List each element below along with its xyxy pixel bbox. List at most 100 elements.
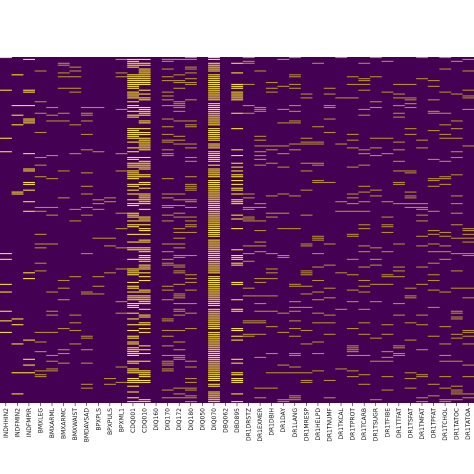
- missing-cell: [289, 195, 301, 197]
- missing-cell: [358, 228, 371, 230]
- missing-cell: [127, 362, 140, 364]
- missing-cell: [265, 195, 278, 197]
- missing-cell: [369, 301, 382, 303]
- missing-cell: [34, 374, 47, 376]
- missing-cell: [0, 331, 12, 333]
- missing-cell: [289, 120, 301, 122]
- missing-cell: [11, 191, 24, 193]
- missing-cell: [277, 372, 290, 374]
- missing-cell: [346, 147, 359, 149]
- missing-cell: [138, 241, 151, 243]
- missing-cell: [254, 203, 267, 205]
- missing-cell: [23, 364, 35, 366]
- missing-cell: [404, 128, 417, 130]
- missing-cell: [462, 95, 474, 97]
- missing-cell: [80, 335, 93, 337]
- missing-cell: [184, 366, 197, 368]
- missing-cell: [231, 262, 244, 264]
- x-tick-label: BMXWAIST: [72, 408, 79, 441]
- missing-cell: [312, 291, 325, 293]
- missing-cell: [138, 70, 151, 72]
- missing-cell: [231, 254, 244, 257]
- missing-cell: [184, 360, 197, 362]
- missing-cell: [277, 254, 290, 257]
- missing-cell: [23, 339, 35, 341]
- missing-cell: [23, 122, 35, 124]
- missing-cell: [173, 80, 186, 82]
- missing-cell: [138, 372, 151, 374]
- missing-cell: [127, 91, 140, 93]
- missing-cell: [127, 128, 140, 130]
- x-tick-label: INDFMPIR: [26, 408, 33, 437]
- missing-cell: [208, 62, 220, 64]
- missing-cell: [46, 178, 59, 180]
- missing-cell: [138, 183, 151, 185]
- missing-cell: [381, 376, 394, 378]
- missing-cell: [127, 247, 140, 249]
- missing-cell: [254, 206, 267, 208]
- missing-cell: [208, 320, 220, 322]
- missing-cell: [231, 62, 244, 64]
- missing-cell: [265, 295, 278, 297]
- missing-cell: [115, 312, 128, 314]
- missing-cell: [173, 310, 186, 312]
- missing-cell: [358, 322, 371, 324]
- missing-cell: [358, 245, 371, 247]
- missing-cell: [289, 328, 301, 330]
- missing-cell: [450, 287, 463, 289]
- missing-cell: [173, 283, 186, 285]
- missing-cell: [427, 80, 440, 82]
- missing-cell: [231, 328, 244, 330]
- missing-cell: [381, 356, 394, 358]
- missing-cell: [369, 137, 382, 139]
- missing-cell: [92, 293, 105, 295]
- heatmap-column-dr1tatoc: [450, 60, 463, 401]
- missing-cell: [450, 212, 463, 214]
- missing-cell: [369, 195, 382, 197]
- missing-cell: [173, 397, 186, 399]
- missing-cell: [254, 108, 267, 110]
- missing-cell: [127, 297, 140, 299]
- missing-cell: [231, 91, 244, 93]
- missing-cell: [208, 87, 220, 89]
- missing-cell: [381, 251, 394, 253]
- heatmap-column-dr1tcarb: [358, 62, 371, 385]
- missing-cell: [323, 379, 336, 381]
- missing-cell: [138, 208, 151, 210]
- missing-cell: [11, 343, 24, 345]
- missing-cell: [231, 378, 244, 380]
- missing-cell: [450, 174, 463, 176]
- missing-cell: [80, 253, 93, 255]
- missing-cell: [173, 349, 186, 351]
- missing-cell: [439, 387, 452, 389]
- missing-cell: [208, 341, 220, 343]
- missing-cell: [208, 199, 220, 201]
- missing-cell: [69, 208, 82, 210]
- missing-cell: [231, 183, 244, 185]
- missing-cell: [161, 99, 174, 101]
- missing-cell: [208, 170, 220, 172]
- missing-cell: [173, 387, 186, 389]
- missing-cell: [127, 233, 140, 235]
- missing-cell: [57, 76, 70, 78]
- missing-cell: [208, 291, 220, 293]
- missing-cell: [208, 120, 220, 122]
- missing-cell: [127, 368, 140, 370]
- missing-cell: [231, 228, 244, 230]
- missing-cell: [138, 264, 151, 266]
- missing-cell: [208, 378, 220, 380]
- missing-cell: [138, 160, 151, 162]
- missing-cell: [358, 191, 371, 193]
- missing-cell: [173, 293, 186, 295]
- missing-cell: [173, 110, 186, 112]
- missing-cell: [346, 97, 359, 99]
- missing-cell: [231, 258, 244, 260]
- missing-cell: [369, 283, 382, 285]
- missing-cell: [127, 164, 140, 166]
- x-tick-label: DR1TTFAT: [396, 408, 403, 438]
- missing-cell: [161, 397, 174, 399]
- missing-cell: [173, 231, 186, 233]
- missing-cell: [208, 247, 220, 249]
- missing-cell: [300, 97, 313, 99]
